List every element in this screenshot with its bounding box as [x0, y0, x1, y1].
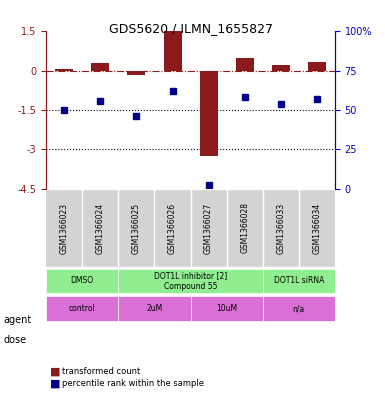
- Text: GSM1366025: GSM1366025: [132, 202, 141, 253]
- Text: GSM1366023: GSM1366023: [60, 202, 69, 253]
- Text: percentile rank within the sample: percentile rank within the sample: [62, 379, 204, 387]
- FancyBboxPatch shape: [263, 269, 335, 293]
- Text: transformed count: transformed count: [62, 367, 140, 376]
- Text: DOT1L inhibitor [2]
Compound 55: DOT1L inhibitor [2] Compound 55: [154, 271, 227, 291]
- Text: dose: dose: [4, 335, 27, 345]
- Text: GSM1366033: GSM1366033: [276, 202, 285, 253]
- Text: DMSO: DMSO: [71, 277, 94, 285]
- Bar: [164, 31, 182, 71]
- Text: GSM1366034: GSM1366034: [312, 202, 321, 253]
- Bar: [91, 63, 109, 71]
- FancyBboxPatch shape: [191, 296, 263, 321]
- Bar: [55, 70, 73, 71]
- Text: ■: ■: [50, 366, 60, 376]
- Text: n/a: n/a: [293, 304, 305, 313]
- Text: DOT1L siRNA: DOT1L siRNA: [274, 277, 324, 285]
- Bar: [127, 71, 146, 75]
- Text: GSM1366027: GSM1366027: [204, 202, 213, 253]
- Bar: [199, 71, 218, 156]
- Bar: [308, 62, 326, 71]
- Bar: [236, 58, 254, 71]
- Text: GSM1366028: GSM1366028: [240, 202, 249, 253]
- Text: GSM1366026: GSM1366026: [168, 202, 177, 253]
- FancyBboxPatch shape: [46, 269, 119, 293]
- Text: GSM1366024: GSM1366024: [96, 202, 105, 253]
- Text: 2uM: 2uM: [146, 304, 162, 313]
- Text: ■: ■: [50, 378, 60, 388]
- Text: 10uM: 10uM: [216, 304, 237, 313]
- Text: control: control: [69, 304, 95, 313]
- FancyBboxPatch shape: [46, 296, 119, 321]
- FancyBboxPatch shape: [263, 296, 335, 321]
- Text: agent: agent: [4, 315, 32, 325]
- Bar: [272, 65, 290, 71]
- FancyBboxPatch shape: [119, 296, 191, 321]
- FancyBboxPatch shape: [119, 269, 263, 293]
- Text: GDS5620 / ILMN_1655827: GDS5620 / ILMN_1655827: [109, 22, 273, 35]
